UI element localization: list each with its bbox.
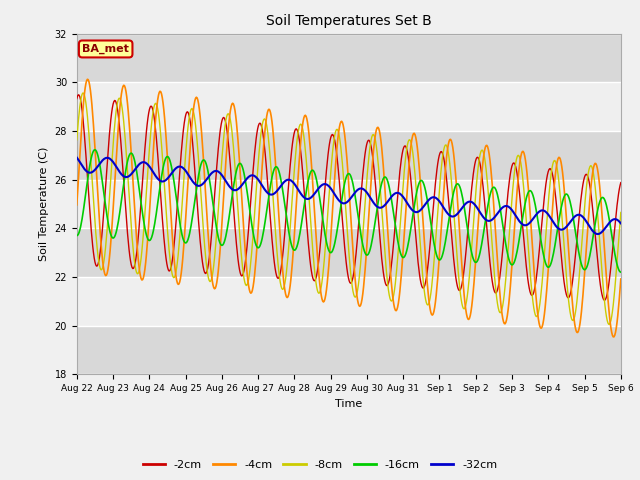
X-axis label: Time: Time <box>335 399 362 408</box>
Bar <box>77 277 621 326</box>
Bar <box>77 82 621 131</box>
Bar <box>77 180 621 228</box>
Legend: -2cm, -4cm, -8cm, -16cm, -32cm: -2cm, -4cm, -8cm, -16cm, -32cm <box>138 456 502 474</box>
Y-axis label: Soil Temperature (C): Soil Temperature (C) <box>39 147 49 261</box>
Text: BA_met: BA_met <box>82 44 129 54</box>
Title: Soil Temperatures Set B: Soil Temperatures Set B <box>266 14 431 28</box>
